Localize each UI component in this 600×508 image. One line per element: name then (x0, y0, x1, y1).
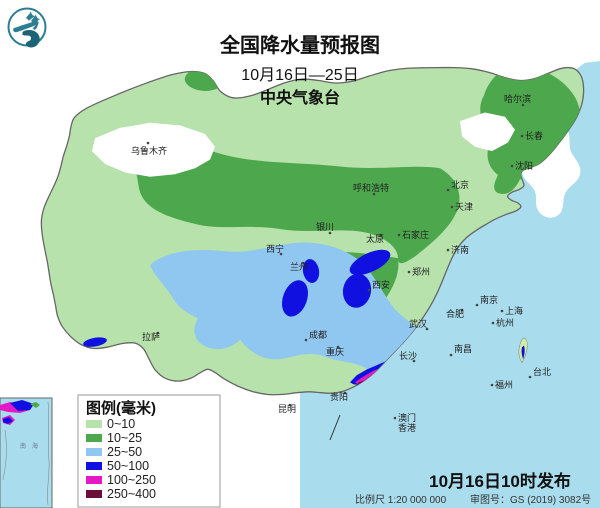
svg-text:10月16日10时发布: 10月16日10时发布 (429, 471, 571, 491)
svg-text:南: 南 (20, 442, 26, 450)
svg-text:成都: 成都 (309, 329, 327, 340)
svg-text:香港: 香港 (398, 422, 416, 433)
svg-text:合肥: 合肥 (446, 308, 464, 319)
svg-text:西宁: 西宁 (266, 243, 284, 254)
svg-text:天津: 天津 (455, 202, 473, 212)
svg-text:中央气象台: 中央气象台 (260, 88, 340, 107)
svg-text:武汉: 武汉 (409, 318, 427, 329)
svg-text:郑州: 郑州 (412, 266, 430, 277)
svg-text:杭州: 杭州 (496, 317, 514, 328)
svg-text:全国降水量预报图: 全国降水量预报图 (219, 33, 380, 57)
svg-text:拉萨: 拉萨 (142, 331, 160, 342)
svg-text:重庆: 重庆 (326, 346, 344, 357)
svg-text:海: 海 (32, 442, 38, 450)
svg-text:南京: 南京 (480, 294, 498, 305)
svg-text:西安: 西安 (372, 279, 390, 290)
svg-text:250~400: 250~400 (107, 487, 156, 501)
svg-text:银川: 银川 (316, 221, 334, 232)
svg-text:比例尺 1:20 000 000: 比例尺 1:20 000 000 (355, 493, 447, 506)
svg-text:台北: 台北 (533, 366, 551, 377)
svg-text:哈尔滨: 哈尔滨 (504, 93, 531, 104)
svg-text:0~10: 0~10 (107, 417, 135, 431)
svg-text:南昌: 南昌 (454, 343, 472, 354)
svg-text:长沙: 长沙 (399, 350, 417, 361)
svg-text:北京: 北京 (451, 179, 469, 190)
svg-text:太原: 太原 (366, 233, 384, 244)
svg-text:沈阳: 沈阳 (515, 160, 533, 171)
svg-text:长春: 长春 (525, 130, 543, 141)
svg-text:审图号：GS (2019) 3082号: 审图号：GS (2019) 3082号 (470, 493, 591, 506)
svg-text:兰州: 兰州 (290, 261, 308, 272)
svg-text:石家庄: 石家庄 (402, 229, 429, 240)
svg-text:图例(毫米): 图例(毫米) (86, 399, 156, 417)
svg-text:贵阳: 贵阳 (330, 391, 348, 402)
svg-text:呼和浩特: 呼和浩特 (353, 182, 389, 193)
svg-text:乌鲁木齐: 乌鲁木齐 (131, 145, 167, 156)
svg-text:25~50: 25~50 (107, 445, 142, 459)
svg-text:10~25: 10~25 (107, 431, 142, 445)
svg-text:澳门: 澳门 (398, 412, 416, 423)
svg-text:50~100: 50~100 (107, 459, 149, 473)
svg-text:100~250: 100~250 (107, 473, 156, 487)
svg-text:济南: 济南 (451, 244, 469, 255)
svg-text:昆明: 昆明 (278, 404, 296, 414)
svg-text:10月16日—25日: 10月16日—25日 (241, 67, 358, 84)
svg-text:上海: 上海 (505, 305, 523, 316)
svg-text:福州: 福州 (495, 379, 513, 390)
